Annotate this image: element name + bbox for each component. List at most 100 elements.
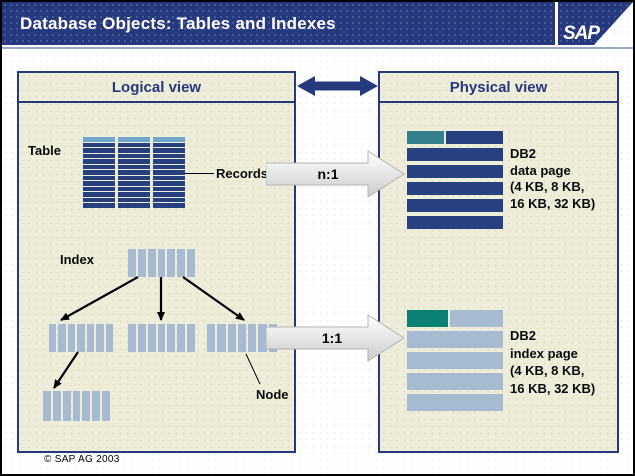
cell	[52, 391, 61, 421]
label-line: (4 KB, 8 KB,	[510, 363, 585, 378]
cell	[118, 142, 150, 148]
page-row	[407, 182, 503, 195]
page-row-segment	[446, 131, 503, 144]
cell	[49, 324, 57, 352]
cell	[118, 175, 150, 181]
cell	[227, 324, 236, 352]
cell	[118, 137, 150, 142]
page-row	[407, 199, 503, 212]
label-line: DB2	[510, 146, 537, 161]
cell	[137, 249, 146, 277]
records-pointer-line	[185, 173, 214, 174]
node-label: Node	[256, 387, 289, 402]
table-column	[83, 137, 115, 208]
cell	[153, 203, 185, 208]
page-row	[407, 216, 503, 229]
label-line: DB2	[510, 328, 537, 343]
sap-logo: SAP	[558, 2, 633, 45]
data-page-header-segment	[407, 131, 444, 144]
cell	[217, 324, 226, 352]
cell	[147, 249, 156, 277]
cell	[77, 324, 85, 352]
one-to-one-arrow-shape	[266, 314, 404, 362]
cell	[118, 159, 150, 164]
cell	[153, 192, 185, 197]
cell	[86, 324, 95, 352]
cell	[153, 197, 185, 203]
cell	[177, 249, 186, 277]
cell	[153, 148, 185, 153]
page-row	[407, 310, 503, 327]
cell	[167, 324, 176, 352]
cell	[153, 159, 185, 164]
logical-view-title: Logical view	[19, 73, 294, 103]
cell	[118, 153, 150, 159]
cell	[128, 324, 136, 352]
table-column	[118, 137, 150, 208]
physical-view-title: Physical view	[380, 73, 617, 103]
title-bar: Database Objects: Tables and Indexes	[2, 2, 555, 45]
cell	[137, 324, 146, 352]
index-child-node-middle	[128, 324, 196, 352]
one-to-one-arrow-label: 1:1	[322, 330, 342, 346]
index-child-node-left	[49, 324, 113, 352]
table-label: Table	[28, 143, 61, 158]
cell	[207, 324, 216, 352]
cell	[118, 170, 150, 175]
cell	[118, 203, 150, 208]
page-row-segment	[450, 310, 503, 327]
cell	[83, 164, 115, 170]
page-row	[407, 331, 503, 348]
cell	[187, 249, 196, 277]
cell	[83, 175, 115, 181]
title-underline	[2, 47, 633, 49]
n1-arrow-shape	[266, 150, 404, 198]
label-line: data page	[510, 162, 571, 178]
index-leaf-node	[43, 391, 111, 421]
cell	[83, 159, 115, 164]
cell	[177, 324, 186, 352]
table-column	[153, 137, 185, 208]
cell	[118, 197, 150, 203]
cell	[58, 324, 66, 352]
cell	[157, 324, 166, 352]
cell	[102, 391, 111, 421]
cell	[96, 324, 104, 352]
cell	[167, 249, 176, 277]
cell	[92, 391, 101, 421]
cell	[43, 391, 51, 421]
cell	[83, 142, 115, 148]
cell	[83, 203, 115, 208]
node-pointer-line	[245, 353, 261, 385]
cell	[118, 164, 150, 170]
db2-index-page-label: DB2 index page (4 KB, 8 KB, 16 KB, 32 KB…	[510, 327, 595, 397]
cell	[83, 186, 115, 192]
cell	[83, 170, 115, 175]
cell	[153, 175, 185, 181]
page-row	[407, 148, 503, 161]
cell	[187, 324, 196, 352]
label-line: index page	[510, 345, 578, 361]
records-label: Records	[216, 166, 269, 181]
arrow-root-to-right	[182, 276, 245, 321]
cell	[237, 324, 247, 352]
double-arrow-icon	[297, 76, 378, 96]
cell	[153, 153, 185, 159]
cell	[83, 137, 115, 142]
page-row	[407, 352, 503, 369]
double-arrow-shape	[297, 76, 378, 96]
cell	[67, 324, 76, 352]
arrow-root-to-left	[60, 276, 139, 321]
cell	[153, 137, 185, 142]
cell	[105, 324, 113, 352]
cell	[118, 181, 150, 186]
cell	[153, 170, 185, 175]
cell	[72, 391, 81, 421]
page-title: Database Objects: Tables and Indexes	[20, 13, 336, 33]
logical-view-panel: Logical view	[17, 71, 296, 453]
page-row	[407, 394, 503, 411]
cell	[248, 324, 257, 352]
cell	[83, 197, 115, 203]
label-line: (4 KB, 8 KB,	[510, 179, 585, 194]
